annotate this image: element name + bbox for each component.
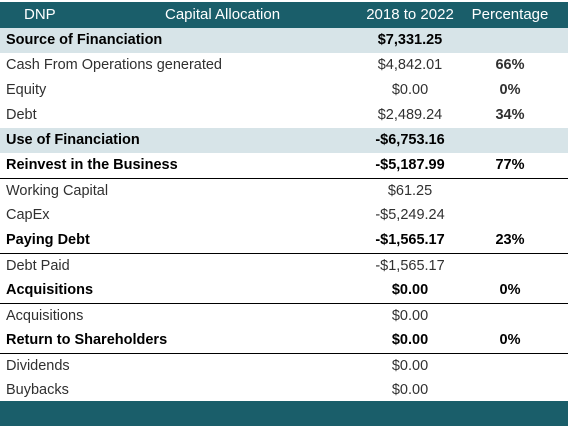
row-label: Use of Financiation: [6, 132, 140, 148]
row-pct: 23%: [495, 232, 525, 248]
table-row: CapEx -$5,249.24: [0, 203, 568, 228]
row-label: CapEx: [6, 207, 50, 223]
section-row-use: Use of Financiation -$6,753.16: [0, 128, 568, 153]
section-row-source: Source of Financiation $7,331.25: [0, 28, 568, 53]
table-row: Debt $2,489.24 34%: [0, 103, 568, 128]
subsection-row-return: Return to Shareholders $0.00 0%: [0, 328, 568, 353]
row-value: -$6,753.16: [375, 132, 445, 148]
row-pct: [460, 304, 560, 329]
row-value: $0.00: [391, 382, 429, 398]
table-row: Debt Paid -$1,565.17: [0, 253, 568, 278]
row-label: Cash From Operations generated: [6, 57, 222, 73]
row-pct: 77%: [495, 157, 525, 173]
row-value: $2,489.24: [377, 107, 443, 123]
period-header: 2018 to 2022: [366, 6, 454, 23]
subsection-row-reinvest: Reinvest in the Business -$5,187.99 77%: [0, 153, 568, 178]
row-pct: 0%: [499, 282, 521, 298]
row-value: $0.00: [391, 282, 429, 298]
table-row: Cash From Operations generated $4,842.01…: [0, 53, 568, 78]
table-footer-bar: [0, 401, 568, 426]
row-value: $7,331.25: [377, 32, 443, 48]
row-label: Acquisitions: [6, 308, 84, 324]
row-label: Paying Debt: [6, 232, 90, 248]
table-title: Capital Allocation: [165, 6, 281, 23]
row-pct: 34%: [495, 107, 525, 123]
row-label: Debt: [6, 107, 37, 123]
row-value: -$5,187.99: [375, 157, 445, 173]
row-label: Buybacks: [6, 382, 69, 398]
row-pct: [460, 354, 560, 379]
row-label: Reinvest in the Business: [6, 157, 178, 173]
row-value: -$1,565.17: [375, 258, 445, 274]
row-label: Dividends: [6, 358, 70, 374]
row-value: $0.00: [391, 308, 429, 324]
row-value: -$5,249.24: [375, 207, 445, 223]
row-value: $0.00: [391, 358, 429, 374]
row-value: $0.00: [391, 82, 429, 98]
row-label: Acquisitions: [6, 282, 94, 298]
table-header: DNP Capital Allocation 2018 to 2022 Perc…: [0, 2, 568, 28]
row-label: Equity: [6, 82, 47, 98]
row-label: Return to Shareholders: [6, 332, 168, 348]
row-value: $61.25: [387, 183, 433, 199]
row-pct: 0%: [499, 82, 521, 98]
percentage-header: Percentage: [471, 6, 549, 23]
row-label: Source of Financiation: [6, 32, 163, 48]
row-pct: [460, 128, 560, 153]
row-value: $4,842.01: [377, 57, 443, 73]
row-value: -$1,565.17: [375, 232, 445, 248]
subsection-row-acquisitions: Acquisitions $0.00 0%: [0, 278, 568, 303]
row-pct: [460, 28, 560, 53]
table-row: Dividends $0.00: [0, 353, 568, 378]
row-label: Debt Paid: [6, 258, 70, 274]
subsection-row-paying-debt: Paying Debt -$1,565.17 23%: [0, 228, 568, 253]
row-pct: [460, 203, 560, 228]
row-pct: 0%: [499, 332, 521, 348]
row-pct: [460, 179, 560, 204]
table-row: Working Capital $61.25: [0, 178, 568, 203]
row-pct: 66%: [495, 57, 525, 73]
row-pct: [460, 378, 560, 403]
row-pct: [460, 254, 560, 279]
row-value: $0.00: [391, 332, 429, 348]
table-row: Acquisitions $0.00: [0, 303, 568, 328]
row-label: Working Capital: [6, 183, 109, 199]
table-row: Equity $0.00 0%: [0, 78, 568, 103]
table-row: Buybacks $0.00: [0, 378, 568, 403]
ticker-label: DNP: [24, 6, 56, 23]
